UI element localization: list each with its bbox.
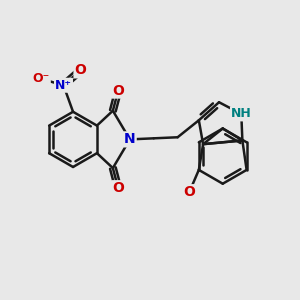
Text: O: O — [74, 63, 86, 77]
Text: O⁻: O⁻ — [33, 72, 50, 86]
Text: O: O — [112, 84, 124, 98]
Text: O: O — [183, 185, 195, 199]
Text: O: O — [112, 181, 124, 195]
Text: NH: NH — [231, 107, 252, 120]
Text: N⁺: N⁺ — [55, 79, 72, 92]
Text: N: N — [124, 132, 136, 146]
